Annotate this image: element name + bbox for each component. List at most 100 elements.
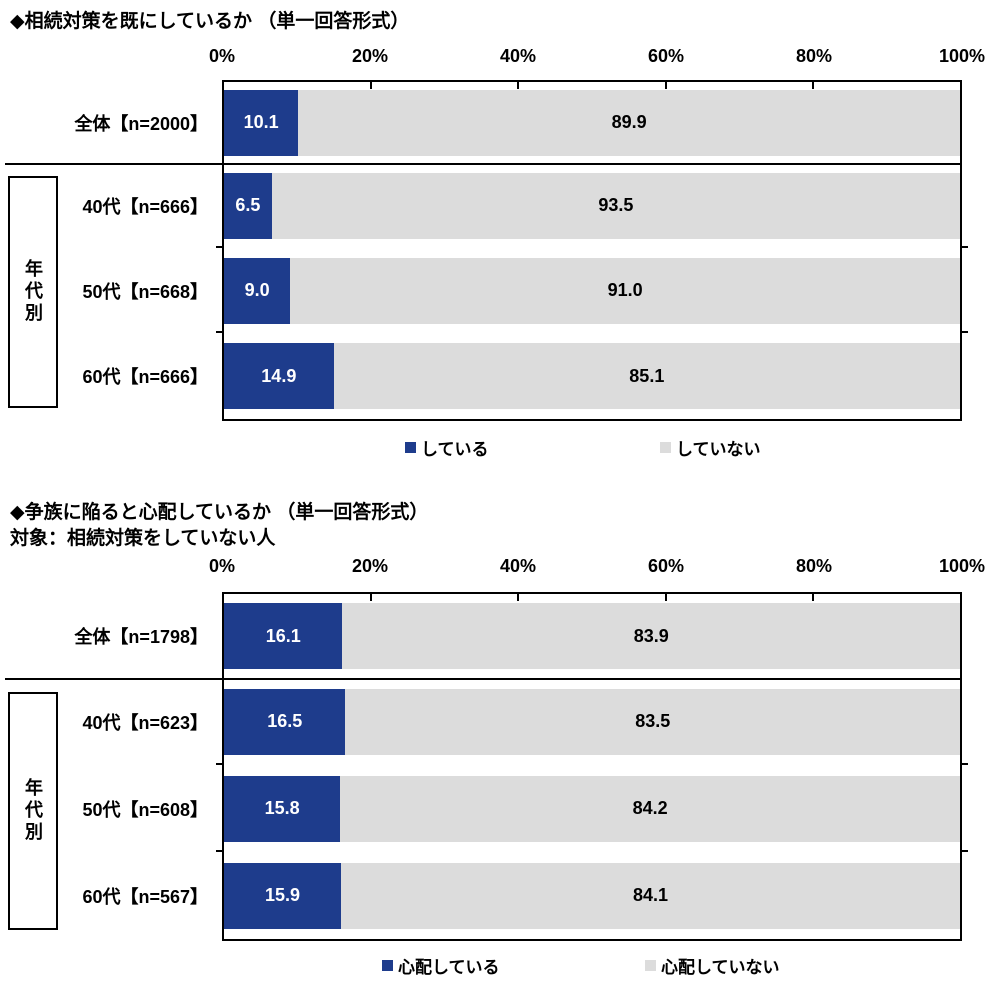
axis-tick-mark	[664, 82, 667, 89]
bar-value-label: 83.5	[635, 711, 671, 731]
category-label: 全体【n=1798】	[74, 627, 208, 647]
group-label: 年代別	[23, 778, 43, 844]
bar-segment-secondary: 89.9	[298, 89, 960, 156]
bar-value-label: 91.0	[607, 280, 643, 300]
bar-segment-secondary: 91.0	[290, 257, 960, 324]
bar-segment-secondary: 85.1	[333, 343, 960, 409]
legend-label: 心配している	[398, 958, 500, 977]
bar-segment-primary: 15.9	[224, 862, 342, 929]
legend-item: 心配している	[382, 953, 500, 978]
group-box: 年代別	[8, 692, 58, 930]
bar-segment-primary: 9.0	[224, 257, 291, 324]
x-axis-tick-label: 0%	[208, 556, 236, 576]
bar-row: 6.5 93.5	[224, 163, 960, 248]
axis-tick-mark	[517, 594, 520, 601]
bar-row: 10.1 89.9	[224, 82, 960, 163]
legend-label: している	[421, 440, 489, 459]
stacked-bar: 10.1 89.9	[224, 89, 960, 156]
axis-tick-mark	[664, 594, 667, 601]
bar-value-label: 85.1	[629, 365, 665, 386]
bar-row: 9.0 91.0	[224, 248, 960, 333]
category-tick	[960, 763, 968, 765]
plot-area: 10.1 89.9 6.5 93.5 9.0 91.0 14.9 85.1	[216, 80, 968, 421]
bar-row: 14.9 85.1	[224, 333, 960, 419]
category-label: 60代【n=666】	[82, 367, 208, 387]
stacked-bar: 16.1 83.9	[224, 603, 960, 669]
category-label: 50代【n=668】	[82, 281, 208, 302]
stacked-bar: 16.5 83.5	[224, 688, 960, 755]
category-label: 50代【n=608】	[82, 799, 208, 820]
x-axis-tick-label: 60%	[647, 46, 685, 66]
bar-value-label: 6.5	[235, 195, 261, 215]
axis-tick-mark	[370, 82, 373, 89]
bar-segment-primary: 16.5	[224, 688, 346, 755]
bar-value-label: 15.8	[264, 798, 300, 818]
legend-swatch-icon	[382, 960, 393, 971]
chart-title: ◆争族に陥ると心配しているか （単一回答形式）	[10, 502, 429, 523]
chart-subtitle: 対象：相続対策をしていない人	[10, 528, 276, 549]
bar-segment-secondary: 83.9	[342, 603, 960, 669]
x-axis-tick-label: 20%	[351, 556, 389, 576]
bar-value-label: 16.5	[267, 711, 303, 731]
bar-segment-primary: 10.1	[224, 89, 299, 156]
bar-value-label: 10.1	[243, 112, 279, 132]
plot-area: 16.1 83.9 16.5 83.5 15.8 84.2 15.9 84.1	[216, 592, 968, 941]
stacked-bar: 6.5 93.5	[224, 172, 960, 239]
category-label: 60代【n=567】	[82, 886, 208, 907]
bar-value-label: 16.1	[265, 625, 301, 646]
bar-segment-secondary: 84.1	[341, 862, 960, 929]
legend: している していない	[222, 435, 962, 459]
axis-tick-mark	[811, 82, 814, 89]
category-tick	[216, 331, 224, 333]
axis-tick-mark	[517, 82, 520, 89]
x-axis-tick-label: 80%	[795, 556, 833, 576]
category-tick	[216, 763, 224, 765]
separator-line	[5, 678, 962, 680]
legend-item: している	[405, 435, 489, 460]
bar-value-label: 89.9	[611, 112, 647, 132]
axis-tick-mark	[370, 594, 373, 601]
bar-value-label: 93.5	[598, 195, 634, 215]
x-axis-tick-label: 60%	[647, 556, 685, 576]
x-axis-tick-label: 0%	[208, 46, 236, 66]
stacked-bar: 15.8 84.2	[224, 775, 960, 842]
bar-segment-secondary: 83.5	[345, 688, 960, 755]
x-axis: 0% 20% 40% 60% 80% 100%	[209, 46, 985, 70]
legend-item: していない	[660, 435, 761, 460]
x-axis-tick-label: 100%	[938, 46, 986, 66]
bar-value-label: 15.9	[264, 885, 301, 905]
legend-label: 心配していない	[661, 958, 780, 977]
category-tick	[960, 246, 968, 248]
legend-swatch-icon	[660, 442, 671, 453]
legend-swatch-icon	[405, 442, 416, 453]
bar-segment-primary: 14.9	[224, 343, 334, 409]
bar-value-label: 84.2	[632, 798, 668, 818]
x-axis-tick-label: 80%	[795, 46, 833, 66]
x-axis: 0% 20% 40% 60% 80% 100%	[209, 556, 985, 580]
bar-segment-secondary: 84.2	[340, 775, 960, 842]
legend-swatch-icon	[645, 960, 656, 971]
bar-row: 15.9 84.1	[224, 852, 960, 939]
group-box: 年代別	[8, 176, 58, 408]
x-axis-tick-label: 40%	[499, 556, 537, 576]
legend-label: していない	[676, 440, 761, 459]
axis-tick-mark	[811, 594, 814, 601]
stacked-bar: 9.0 91.0	[224, 257, 960, 324]
bar-value-label: 9.0	[244, 280, 270, 300]
category-tick	[216, 246, 224, 248]
category-labels: 全体【n=1798】 40代【n=623】 50代【n=608】 60代【n=567】	[0, 594, 208, 939]
bar-segment-primary: 15.8	[224, 775, 341, 842]
category-label: 全体【n=2000】	[74, 113, 208, 134]
separator-line	[5, 163, 962, 165]
bar-segment-primary: 16.1	[224, 603, 343, 669]
bar-segment-secondary: 93.5	[271, 172, 960, 239]
stacked-bar: 15.9 84.1	[224, 862, 960, 929]
legend-item: 心配していない	[645, 953, 780, 978]
group-label: 年代別	[23, 259, 43, 325]
x-axis-tick-label: 100%	[938, 556, 986, 576]
legend: 心配している 心配していない	[222, 953, 962, 977]
category-label: 40代【n=666】	[82, 196, 208, 217]
bar-value-label: 84.1	[632, 885, 669, 905]
bar-row: 15.8 84.2	[224, 765, 960, 852]
